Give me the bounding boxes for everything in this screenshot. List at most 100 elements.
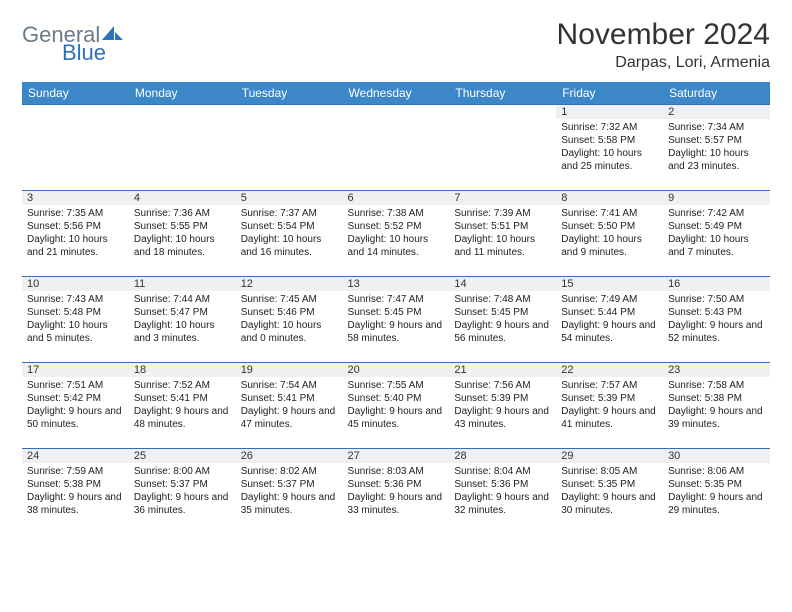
- day-body: Sunrise: 7:58 AMSunset: 5:38 PMDaylight:…: [663, 377, 770, 433]
- logo-text-blue: Blue: [62, 42, 124, 64]
- sunset-text: Sunset: 5:38 PM: [27, 478, 124, 491]
- day-body: Sunrise: 7:44 AMSunset: 5:47 PMDaylight:…: [129, 291, 236, 347]
- header: GeneralBlue November 2024 Darpas, Lori, …: [22, 18, 770, 72]
- sunset-text: Sunset: 5:57 PM: [668, 134, 765, 147]
- day-body: Sunrise: 8:02 AMSunset: 5:37 PMDaylight:…: [236, 463, 343, 519]
- daylight-text: Daylight: 9 hours and 30 minutes.: [561, 491, 658, 517]
- day-number: 28: [449, 449, 556, 463]
- sunset-text: Sunset: 5:56 PM: [27, 220, 124, 233]
- sunrise-text: Sunrise: 7:34 AM: [668, 121, 765, 134]
- daylight-text: Daylight: 9 hours and 45 minutes.: [348, 405, 445, 431]
- day-number: 24: [22, 449, 129, 463]
- sunrise-text: Sunrise: 7:36 AM: [134, 207, 231, 220]
- daylight-text: Daylight: 10 hours and 18 minutes.: [134, 233, 231, 259]
- day-number: 3: [22, 191, 129, 205]
- daylight-text: Daylight: 9 hours and 48 minutes.: [134, 405, 231, 431]
- daylight-text: Daylight: 9 hours and 47 minutes.: [241, 405, 338, 431]
- calendar-head: SundayMondayTuesdayWednesdayThursdayFrid…: [22, 82, 770, 105]
- sunset-text: Sunset: 5:48 PM: [27, 306, 124, 319]
- daylight-text: Daylight: 9 hours and 56 minutes.: [454, 319, 551, 345]
- sunset-text: Sunset: 5:55 PM: [134, 220, 231, 233]
- calendar-day-cell: 20Sunrise: 7:55 AMSunset: 5:40 PMDayligh…: [343, 363, 450, 449]
- sunset-text: Sunset: 5:45 PM: [348, 306, 445, 319]
- calendar-day-cell: [129, 105, 236, 191]
- sunrise-text: Sunrise: 8:03 AM: [348, 465, 445, 478]
- daylight-text: Daylight: 10 hours and 14 minutes.: [348, 233, 445, 259]
- sunset-text: Sunset: 5:49 PM: [668, 220, 765, 233]
- daylight-text: Daylight: 9 hours and 43 minutes.: [454, 405, 551, 431]
- day-body: Sunrise: 7:55 AMSunset: 5:40 PMDaylight:…: [343, 377, 450, 433]
- day-body: Sunrise: 8:05 AMSunset: 5:35 PMDaylight:…: [556, 463, 663, 519]
- sunset-text: Sunset: 5:39 PM: [454, 392, 551, 405]
- day-body: Sunrise: 7:56 AMSunset: 5:39 PMDaylight:…: [449, 377, 556, 433]
- sunrise-text: Sunrise: 7:47 AM: [348, 293, 445, 306]
- calendar-day-cell: 24Sunrise: 7:59 AMSunset: 5:38 PMDayligh…: [22, 449, 129, 535]
- day-number: 12: [236, 277, 343, 291]
- sunrise-text: Sunrise: 7:51 AM: [27, 379, 124, 392]
- calendar-day-cell: 11Sunrise: 7:44 AMSunset: 5:47 PMDayligh…: [129, 277, 236, 363]
- sunset-text: Sunset: 5:45 PM: [454, 306, 551, 319]
- sunrise-text: Sunrise: 8:04 AM: [454, 465, 551, 478]
- day-number: 15: [556, 277, 663, 291]
- day-number: 16: [663, 277, 770, 291]
- sunrise-text: Sunrise: 7:55 AM: [348, 379, 445, 392]
- day-number: 29: [556, 449, 663, 463]
- day-number: 4: [129, 191, 236, 205]
- daylight-text: Daylight: 9 hours and 36 minutes.: [134, 491, 231, 517]
- daylight-text: Daylight: 10 hours and 7 minutes.: [668, 233, 765, 259]
- sunset-text: Sunset: 5:51 PM: [454, 220, 551, 233]
- sunrise-text: Sunrise: 7:58 AM: [668, 379, 765, 392]
- daylight-text: Daylight: 9 hours and 32 minutes.: [454, 491, 551, 517]
- day-body: Sunrise: 7:51 AMSunset: 5:42 PMDaylight:…: [22, 377, 129, 433]
- sunset-text: Sunset: 5:41 PM: [241, 392, 338, 405]
- calendar-day-cell: [343, 105, 450, 191]
- day-body: Sunrise: 7:57 AMSunset: 5:39 PMDaylight:…: [556, 377, 663, 433]
- calendar-day-cell: 16Sunrise: 7:50 AMSunset: 5:43 PMDayligh…: [663, 277, 770, 363]
- sunset-text: Sunset: 5:35 PM: [561, 478, 658, 491]
- calendar-week-row: 17Sunrise: 7:51 AMSunset: 5:42 PMDayligh…: [22, 363, 770, 449]
- calendar-day-cell: 17Sunrise: 7:51 AMSunset: 5:42 PMDayligh…: [22, 363, 129, 449]
- sunrise-text: Sunrise: 7:59 AM: [27, 465, 124, 478]
- weekday-header: Sunday: [22, 82, 129, 105]
- day-body: Sunrise: 7:36 AMSunset: 5:55 PMDaylight:…: [129, 205, 236, 261]
- day-number: 8: [556, 191, 663, 205]
- day-body: Sunrise: 7:32 AMSunset: 5:58 PMDaylight:…: [556, 119, 663, 175]
- sunrise-text: Sunrise: 7:38 AM: [348, 207, 445, 220]
- sunset-text: Sunset: 5:36 PM: [348, 478, 445, 491]
- sunset-text: Sunset: 5:38 PM: [668, 392, 765, 405]
- day-number: 21: [449, 363, 556, 377]
- day-body: Sunrise: 8:03 AMSunset: 5:36 PMDaylight:…: [343, 463, 450, 519]
- day-number: 9: [663, 191, 770, 205]
- daylight-text: Daylight: 9 hours and 29 minutes.: [668, 491, 765, 517]
- calendar-body: 1Sunrise: 7:32 AMSunset: 5:58 PMDaylight…: [22, 105, 770, 535]
- daylight-text: Daylight: 9 hours and 58 minutes.: [348, 319, 445, 345]
- sunrise-text: Sunrise: 7:54 AM: [241, 379, 338, 392]
- sunset-text: Sunset: 5:36 PM: [454, 478, 551, 491]
- calendar-day-cell: 1Sunrise: 7:32 AMSunset: 5:58 PMDaylight…: [556, 105, 663, 191]
- daylight-text: Daylight: 9 hours and 52 minutes.: [668, 319, 765, 345]
- sunset-text: Sunset: 5:54 PM: [241, 220, 338, 233]
- sunrise-text: Sunrise: 7:48 AM: [454, 293, 551, 306]
- weekday-header: Wednesday: [343, 82, 450, 105]
- day-number: 27: [343, 449, 450, 463]
- weekday-header: Tuesday: [236, 82, 343, 105]
- sunrise-text: Sunrise: 7:56 AM: [454, 379, 551, 392]
- sunrise-text: Sunrise: 7:32 AM: [561, 121, 658, 134]
- sunset-text: Sunset: 5:52 PM: [348, 220, 445, 233]
- day-number: 1: [556, 105, 663, 119]
- day-number: 20: [343, 363, 450, 377]
- sunset-text: Sunset: 5:37 PM: [241, 478, 338, 491]
- day-body: Sunrise: 7:54 AMSunset: 5:41 PMDaylight:…: [236, 377, 343, 433]
- daylight-text: Daylight: 10 hours and 3 minutes.: [134, 319, 231, 345]
- calendar-day-cell: 9Sunrise: 7:42 AMSunset: 5:49 PMDaylight…: [663, 191, 770, 277]
- calendar-day-cell: 13Sunrise: 7:47 AMSunset: 5:45 PMDayligh…: [343, 277, 450, 363]
- daylight-text: Daylight: 10 hours and 9 minutes.: [561, 233, 658, 259]
- calendar-day-cell: 27Sunrise: 8:03 AMSunset: 5:36 PMDayligh…: [343, 449, 450, 535]
- calendar-day-cell: 14Sunrise: 7:48 AMSunset: 5:45 PMDayligh…: [449, 277, 556, 363]
- weekday-header: Friday: [556, 82, 663, 105]
- sunrise-text: Sunrise: 7:57 AM: [561, 379, 658, 392]
- sunset-text: Sunset: 5:42 PM: [27, 392, 124, 405]
- calendar-day-cell: 8Sunrise: 7:41 AMSunset: 5:50 PMDaylight…: [556, 191, 663, 277]
- daylight-text: Daylight: 10 hours and 16 minutes.: [241, 233, 338, 259]
- sunset-text: Sunset: 5:58 PM: [561, 134, 658, 147]
